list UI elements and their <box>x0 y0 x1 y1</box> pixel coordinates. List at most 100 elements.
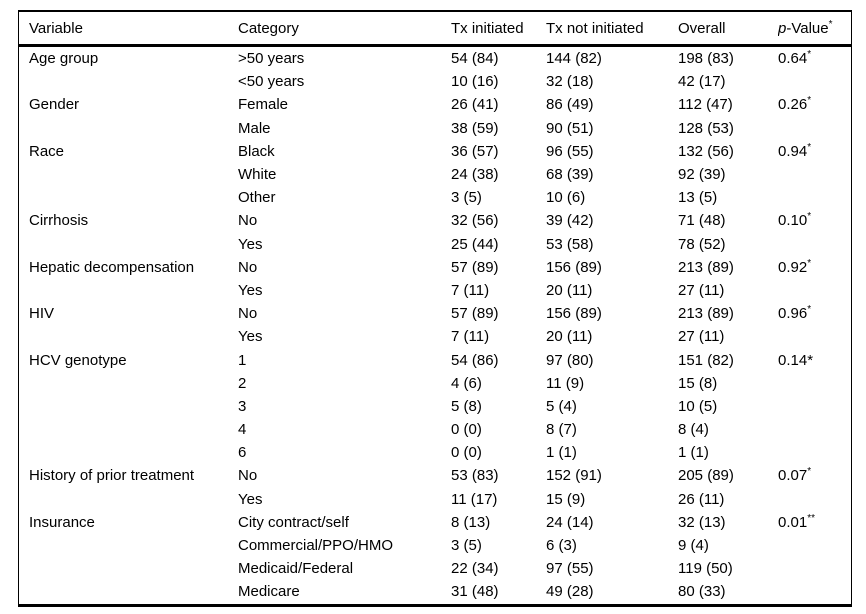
table-row: 6 0 (0) 1 (1) 1 (1) <box>19 441 851 464</box>
variable-cell: Age group <box>29 50 99 68</box>
tx-initiated-cell: 11 (17) <box>451 490 498 508</box>
category-cell: Other <box>238 189 276 207</box>
tx-initiated-cell: 36 (57) <box>451 142 499 160</box>
table-row: Yes 7 (11) 20 (11) 27 (11) <box>19 325 851 348</box>
variable-cell: HIV <box>29 305 55 323</box>
tx-initiated-cell: 4 (6) <box>451 374 482 392</box>
tx-initiated-cell: 32 (56) <box>451 212 499 230</box>
p-footnote-marker: * <box>807 211 812 223</box>
p-value-cell: 0.94* <box>778 141 812 160</box>
table-row: Age group >50 years 54 (84) 144 (82) 198 (83… <box>19 46 851 71</box>
category-cell: Black <box>238 142 275 160</box>
tx-initiated-cell: 54 (84) <box>451 50 499 68</box>
variable-cell <box>19 372 238 395</box>
tx-initiated-cell: 22 (34) <box>451 560 499 578</box>
variable-cell: HCV genotype <box>29 351 127 369</box>
tx-initiated-cell: 38 (59) <box>451 119 499 137</box>
category-cell: Male <box>238 119 271 137</box>
variable-cell <box>19 557 238 580</box>
p-footnote-marker: * <box>807 257 812 269</box>
category-cell: 3 <box>238 397 247 415</box>
overall-cell: 78 (52) <box>678 235 726 253</box>
table-row: Commercial/PPO/HMO 3 (5) 6 (3) 9 (4) <box>19 534 851 557</box>
category-cell: No <box>238 467 258 485</box>
tx-not-initiated-cell: 32 (18) <box>546 73 594 91</box>
variable-cell <box>19 70 238 93</box>
p-value-cell: 0.14* <box>778 351 814 369</box>
category-cell: <50 years <box>238 73 305 91</box>
tx-not-initiated-cell: 10 (6) <box>546 189 586 207</box>
tx-not-initiated-cell: 152 (91) <box>546 467 602 485</box>
tx-not-initiated-cell: 86 (49) <box>546 96 594 114</box>
variable-cell <box>19 441 238 464</box>
variable-cell <box>19 534 238 557</box>
overall-cell: 198 (83) <box>678 50 734 68</box>
tx-not-initiated-cell: 68 (39) <box>546 166 594 184</box>
category-cell: Yes <box>238 328 263 346</box>
baseline-characteristics-table: Variable Category Tx initiated Tx not in… <box>18 10 852 607</box>
category-cell: >50 years <box>238 50 305 68</box>
overall-cell: 27 (11) <box>678 328 725 346</box>
category-cell: Female <box>238 96 289 114</box>
p-value-cell <box>778 418 851 441</box>
p-footnote-marker: * <box>807 49 812 61</box>
table-row: Cirrhosis No 32 (56) 39 (42) 71 (48) 0.10* <box>19 209 851 232</box>
tx-initiated-cell: 26 (41) <box>451 96 499 114</box>
header-overall: Overall <box>678 12 778 47</box>
tx-not-initiated-cell: 5 (4) <box>546 397 577 415</box>
variable-cell: Hepatic decompensation <box>29 258 195 276</box>
category-cell: Yes <box>238 235 263 253</box>
table-row: Race Black 36 (57) 96 (55) 132 (56) 0.94* <box>19 140 851 163</box>
overall-cell: 26 (11) <box>678 490 725 508</box>
variable-cell: Race <box>29 142 65 160</box>
p-value-cell: 0.26* <box>778 95 812 114</box>
p-value-cell: 0.64* <box>778 49 812 68</box>
variable-cell <box>19 233 238 256</box>
category-cell: White <box>238 166 277 184</box>
category-cell: Commercial/PPO/HMO <box>238 537 394 555</box>
tx-initiated-cell: 8 (13) <box>451 513 491 531</box>
p-value-cell <box>778 580 851 603</box>
tx-not-initiated-cell: 156 (89) <box>546 305 602 323</box>
header-row: Variable Category Tx initiated Tx not in… <box>19 12 851 47</box>
table-header: Variable Category Tx initiated Tx not in… <box>19 12 851 47</box>
p-value-cell <box>778 117 851 140</box>
tx-not-initiated-cell: 15 (9) <box>546 490 586 508</box>
tx-not-initiated-cell: 24 (14) <box>546 513 594 531</box>
tx-initiated-cell: 53 (83) <box>451 467 499 485</box>
tx-initiated-cell: 7 (11) <box>451 281 490 299</box>
table-row: 3 5 (8) 5 (4) 10 (5) <box>19 395 851 418</box>
overall-cell: 213 (89) <box>678 305 734 323</box>
table-row: Medicare 31 (48) 49 (28) 80 (33) <box>19 580 851 603</box>
tx-not-initiated-cell: 144 (82) <box>546 50 602 68</box>
table-row: White 24 (38) 68 (39) 92 (39) <box>19 163 851 186</box>
variable-cell: Gender <box>29 96 80 114</box>
p-value-cell: 0.01** <box>778 512 815 531</box>
p-value-cell <box>778 534 851 557</box>
header-p-footnote-marker: * <box>828 18 833 30</box>
overall-cell: 119 (50) <box>678 560 733 578</box>
tx-initiated-cell: 24 (38) <box>451 166 499 184</box>
overall-cell: 42 (17) <box>678 73 726 91</box>
category-cell: Yes <box>238 281 263 299</box>
variable-cell <box>19 186 238 209</box>
variable-cell: Cirrhosis <box>29 212 89 230</box>
tx-not-initiated-cell: 53 (58) <box>546 235 594 253</box>
overall-cell: 32 (13) <box>678 513 726 531</box>
tx-initiated-cell: 25 (44) <box>451 235 499 253</box>
overall-cell: 9 (4) <box>678 537 709 555</box>
category-cell: No <box>238 258 258 276</box>
table-row: History of prior treatment No 53 (83) 152 (… <box>19 464 851 487</box>
tx-initiated-cell: 31 (48) <box>451 583 499 601</box>
table-body: Age group >50 years 54 (84) 144 (82) 198 (83… <box>19 46 851 604</box>
p-value-cell <box>778 279 851 302</box>
p-footnote-marker: * <box>807 466 812 478</box>
overall-cell: 128 (53) <box>678 119 734 137</box>
variable-cell <box>19 418 238 441</box>
overall-cell: 213 (89) <box>678 258 734 276</box>
variable-cell: Insurance <box>29 513 95 531</box>
table-row: Male 38 (59) 90 (51) 128 (53) <box>19 117 851 140</box>
tx-initiated-cell: 10 (16) <box>451 73 499 91</box>
category-cell: 6 <box>238 444 247 462</box>
variable-cell <box>19 117 238 140</box>
